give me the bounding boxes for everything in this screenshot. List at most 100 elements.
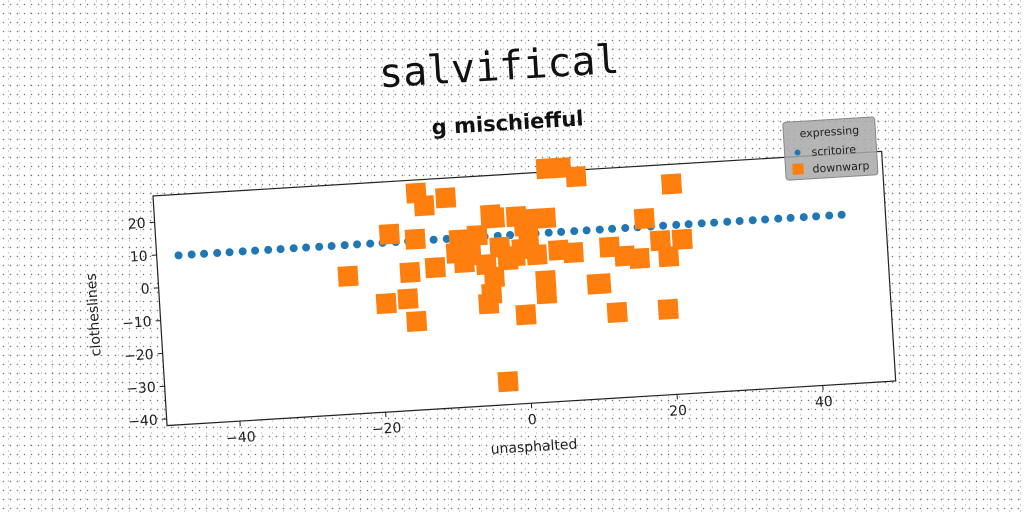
y-tick-label: 0 (140, 281, 150, 298)
point-downwarp (435, 187, 457, 209)
point-downwarp (590, 273, 612, 295)
point-scritoire (710, 218, 719, 227)
point-scritoire (557, 227, 566, 236)
point-scritoire (697, 219, 706, 228)
legend-title: expressing (799, 124, 859, 141)
point-scritoire (595, 225, 604, 234)
point-downwarp (448, 229, 470, 251)
point-scritoire (238, 247, 247, 256)
legend-marker-downwarp (792, 163, 804, 175)
point-scritoire (213, 248, 222, 257)
x-axis-label: unasphalted (490, 437, 578, 458)
point-downwarp (466, 224, 488, 247)
chart-title: salvifical (378, 37, 621, 98)
legend-label-downwarp: downwarp (812, 159, 870, 175)
point-scritoire (672, 220, 681, 229)
chart-subtitle: g mischiefful (431, 106, 584, 139)
point-downwarp (562, 241, 584, 264)
series-downwarp (337, 157, 693, 393)
point-downwarp (375, 292, 397, 315)
point-downwarp (404, 228, 426, 250)
chart-marks (174, 157, 846, 393)
point-scritoire (251, 246, 260, 255)
point-scritoire (340, 241, 349, 250)
point-scritoire (289, 244, 298, 253)
x-tick-label: −20 (371, 420, 401, 438)
point-scritoire (582, 226, 591, 235)
point-scritoire (327, 241, 336, 250)
point-downwarp (628, 247, 651, 269)
point-scritoire (837, 210, 846, 219)
point-downwarp (483, 207, 506, 229)
plot-frame (152, 150, 897, 427)
point-downwarp (671, 228, 693, 250)
point-scritoire (799, 213, 808, 222)
point-downwarp (658, 246, 680, 268)
point-downwarp (633, 208, 655, 230)
point-downwarp (497, 371, 519, 393)
point-scritoire (659, 221, 668, 230)
point-downwarp (406, 310, 428, 333)
y-tick-label: −20 (124, 347, 154, 365)
point-scritoire (723, 217, 732, 226)
point-downwarp (535, 207, 557, 229)
point-scritoire (812, 212, 821, 221)
point-scritoire (366, 239, 375, 248)
point-downwarp (397, 288, 419, 310)
legend-box (782, 116, 879, 181)
point-downwarp (424, 257, 446, 279)
x-tick-label: 0 (527, 412, 537, 429)
legend-marker-scritoire (794, 149, 801, 156)
point-downwarp (399, 261, 421, 284)
point-scritoire (174, 251, 183, 260)
point-scritoire (225, 248, 234, 257)
y-tick-label: 20 (127, 216, 146, 233)
y-tick-label: 10 (129, 249, 148, 266)
point-scritoire (608, 224, 617, 233)
point-scritoire (302, 243, 311, 252)
point-scritoire (774, 214, 783, 223)
point-scritoire (442, 234, 451, 243)
point-downwarp (657, 298, 679, 320)
y-tick-label: −30 (126, 380, 156, 398)
point-downwarp (660, 173, 683, 195)
point-scritoire (825, 211, 834, 220)
plot-area: −40 −20 0 20 40 −40 −30 −20 −10 0 10 20 unasphalte… (84, 116, 897, 458)
y-tick-label: −10 (122, 314, 152, 332)
point-downwarp (565, 166, 587, 188)
y-tick-label: −40 (128, 413, 158, 431)
x-axis: −40 −20 0 20 40 (226, 385, 833, 447)
x-tick-label: 40 (814, 394, 833, 411)
point-downwarp (526, 244, 548, 266)
point-scritoire (570, 227, 579, 236)
point-scritoire (761, 215, 770, 224)
point-scritoire (187, 250, 196, 259)
point-downwarp (337, 265, 359, 287)
point-downwarp (606, 301, 628, 324)
point-scritoire (200, 249, 209, 258)
legend-label-scritoire: scritoire (811, 143, 856, 159)
point-scritoire (748, 216, 757, 225)
point-scritoire (786, 213, 795, 222)
point-scritoire (735, 217, 744, 226)
point-scritoire (684, 220, 693, 229)
x-tick-label: 20 (669, 403, 688, 420)
point-scritoire (429, 235, 438, 244)
point-downwarp (483, 266, 505, 288)
point-scritoire (621, 224, 630, 233)
point-scritoire (353, 240, 362, 249)
point-downwarp (649, 230, 671, 252)
x-tick-label: −40 (226, 429, 256, 447)
legend: expressing scritoire downwarp (782, 116, 879, 181)
point-downwarp (515, 304, 537, 326)
y-axis: −40 −30 −20 −10 0 10 20 (122, 216, 167, 431)
point-downwarp (378, 223, 400, 245)
point-scritoire (544, 228, 553, 237)
point-downwarp (481, 283, 503, 305)
point-downwarp (413, 195, 435, 217)
y-axis-label: clotheslines (84, 273, 105, 357)
point-downwarp (518, 228, 540, 250)
point-scritoire (315, 242, 324, 251)
point-scritoire (264, 245, 273, 254)
